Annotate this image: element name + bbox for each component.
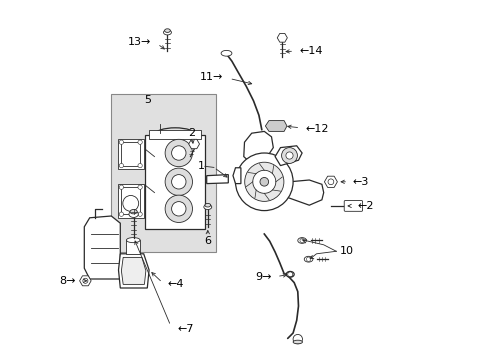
- Polygon shape: [265, 121, 286, 131]
- Polygon shape: [244, 131, 273, 164]
- Text: 5: 5: [143, 95, 150, 105]
- Circle shape: [122, 195, 139, 211]
- Polygon shape: [84, 216, 120, 279]
- Circle shape: [235, 153, 292, 211]
- Circle shape: [138, 140, 142, 144]
- Text: 8→: 8→: [60, 276, 76, 286]
- Circle shape: [171, 146, 185, 160]
- Polygon shape: [284, 180, 323, 205]
- Ellipse shape: [129, 211, 138, 217]
- Circle shape: [119, 212, 123, 216]
- Ellipse shape: [221, 50, 231, 56]
- Circle shape: [260, 177, 268, 186]
- Circle shape: [285, 152, 292, 159]
- Text: 1: 1: [198, 161, 204, 171]
- Ellipse shape: [285, 271, 294, 277]
- Circle shape: [165, 168, 192, 195]
- Circle shape: [252, 170, 275, 193]
- Text: 9→: 9→: [254, 272, 271, 282]
- Polygon shape: [121, 257, 145, 284]
- Bar: [118, 184, 143, 218]
- Circle shape: [165, 139, 192, 167]
- Text: 6: 6: [204, 236, 211, 246]
- Circle shape: [138, 163, 142, 168]
- Text: ←7: ←7: [178, 324, 194, 334]
- Ellipse shape: [163, 30, 171, 35]
- FancyBboxPatch shape: [344, 201, 362, 211]
- Circle shape: [119, 140, 123, 144]
- Bar: [121, 187, 140, 214]
- Polygon shape: [206, 175, 228, 184]
- Circle shape: [171, 202, 185, 216]
- Ellipse shape: [164, 29, 170, 32]
- Circle shape: [119, 185, 123, 189]
- Circle shape: [244, 162, 284, 201]
- Text: 13→: 13→: [127, 37, 151, 48]
- Ellipse shape: [204, 203, 210, 207]
- Circle shape: [171, 175, 185, 189]
- Bar: [111, 94, 215, 252]
- Ellipse shape: [292, 340, 302, 344]
- Polygon shape: [118, 254, 149, 288]
- Text: 2: 2: [187, 128, 194, 138]
- Ellipse shape: [297, 238, 306, 243]
- Bar: [121, 142, 140, 166]
- Text: ←12: ←12: [305, 123, 328, 134]
- Ellipse shape: [126, 238, 140, 243]
- Text: 10: 10: [339, 246, 353, 256]
- Polygon shape: [275, 146, 302, 166]
- Circle shape: [281, 148, 297, 163]
- Bar: [126, 240, 140, 254]
- Text: ←2: ←2: [357, 201, 374, 211]
- Ellipse shape: [203, 204, 211, 210]
- Text: ←3: ←3: [352, 177, 368, 187]
- Bar: [145, 135, 204, 229]
- Polygon shape: [232, 168, 241, 184]
- Text: ←4: ←4: [167, 279, 183, 289]
- Circle shape: [119, 163, 123, 168]
- Bar: [149, 130, 201, 139]
- Circle shape: [138, 212, 142, 216]
- Circle shape: [165, 195, 192, 222]
- Ellipse shape: [130, 210, 137, 214]
- Ellipse shape: [304, 256, 312, 262]
- Bar: [118, 139, 143, 169]
- Text: 11→: 11→: [199, 72, 223, 82]
- Circle shape: [292, 334, 302, 344]
- Circle shape: [138, 185, 142, 189]
- Text: ←14: ←14: [299, 46, 322, 56]
